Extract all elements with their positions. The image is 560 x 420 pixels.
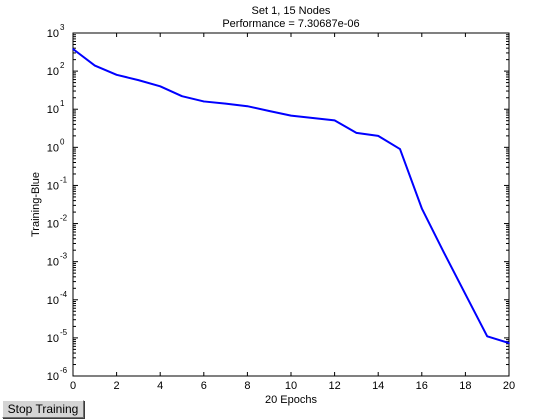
data-point: [421, 207, 423, 210]
data-point: [508, 342, 510, 344]
x-tick-label: 2: [114, 380, 120, 392]
data-point: [268, 110, 271, 112]
y-tick-exponent: -5: [60, 328, 68, 337]
y-tick-exponent: -3: [60, 252, 68, 261]
data-point: [377, 135, 380, 137]
series-group: [72, 48, 510, 345]
y-tick-exponent: -4: [60, 290, 68, 299]
y-tick-exponent: 0: [60, 137, 65, 146]
y-tick-label: 10: [47, 104, 59, 116]
data-point: [137, 79, 140, 81]
data-point: [203, 100, 205, 103]
data-point: [181, 95, 183, 97]
data-point: [94, 64, 96, 67]
data-point: [246, 105, 249, 108]
x-tick-label: 8: [244, 380, 250, 392]
y-tick-exponent: 1: [60, 99, 65, 108]
data-point: [355, 132, 358, 134]
y-tick-label: 10: [47, 180, 59, 192]
y-tick-label: 10: [47, 257, 59, 269]
x-tick-label: 12: [328, 380, 340, 392]
data-point: [290, 114, 292, 117]
data-point: [399, 148, 401, 150]
data-point: [333, 119, 336, 122]
x-tick-label: 10: [285, 380, 297, 392]
y-axis-label: Training-Blue: [30, 172, 42, 237]
data-point: [464, 293, 467, 296]
y-tick-label: 10: [47, 28, 59, 40]
data-point: [312, 117, 314, 119]
y-tick-label: 10: [47, 333, 59, 345]
data-point: [486, 335, 489, 338]
x-tick-label: 14: [372, 380, 384, 392]
data-point: [72, 48, 74, 50]
y-tick-label: 10: [47, 295, 59, 307]
stop-training-button[interactable]: Stop Training: [2, 400, 84, 418]
x-axis-ticks: 0 2 4 6 8 10 12 14 16 18 20: [70, 33, 515, 392]
data-point: [224, 102, 227, 105]
data-point: [442, 251, 445, 253]
y-tick-exponent: 3: [60, 23, 65, 32]
x-tick-label: 0: [70, 380, 76, 392]
data-point: [115, 74, 118, 76]
x-tick-label: 20: [503, 380, 515, 392]
y-tick-exponent: 2: [60, 61, 65, 70]
y-tick-exponent: -2: [60, 214, 68, 223]
plot-area: [72, 32, 510, 377]
y-tick-label: 10: [47, 142, 59, 154]
y-tick-label: 10: [47, 219, 59, 231]
chart-title-line: Set 1, 15 Nodes: [252, 5, 331, 17]
x-tick-label: 4: [157, 380, 163, 392]
x-tick-label: 6: [201, 380, 207, 392]
x-axis-label: 20 Epochs: [265, 394, 317, 406]
data-point: [159, 85, 161, 88]
y-tick-exponent: -6: [60, 366, 68, 375]
chart-title-line: Performance = 7.30687e-06: [222, 18, 359, 30]
y-tick-label: 10: [47, 66, 59, 78]
y-tick-exponent: -1: [60, 175, 68, 184]
x-tick-label: 16: [416, 380, 428, 392]
y-tick-label: 10: [47, 371, 59, 383]
x-tick-label: 18: [459, 380, 471, 392]
